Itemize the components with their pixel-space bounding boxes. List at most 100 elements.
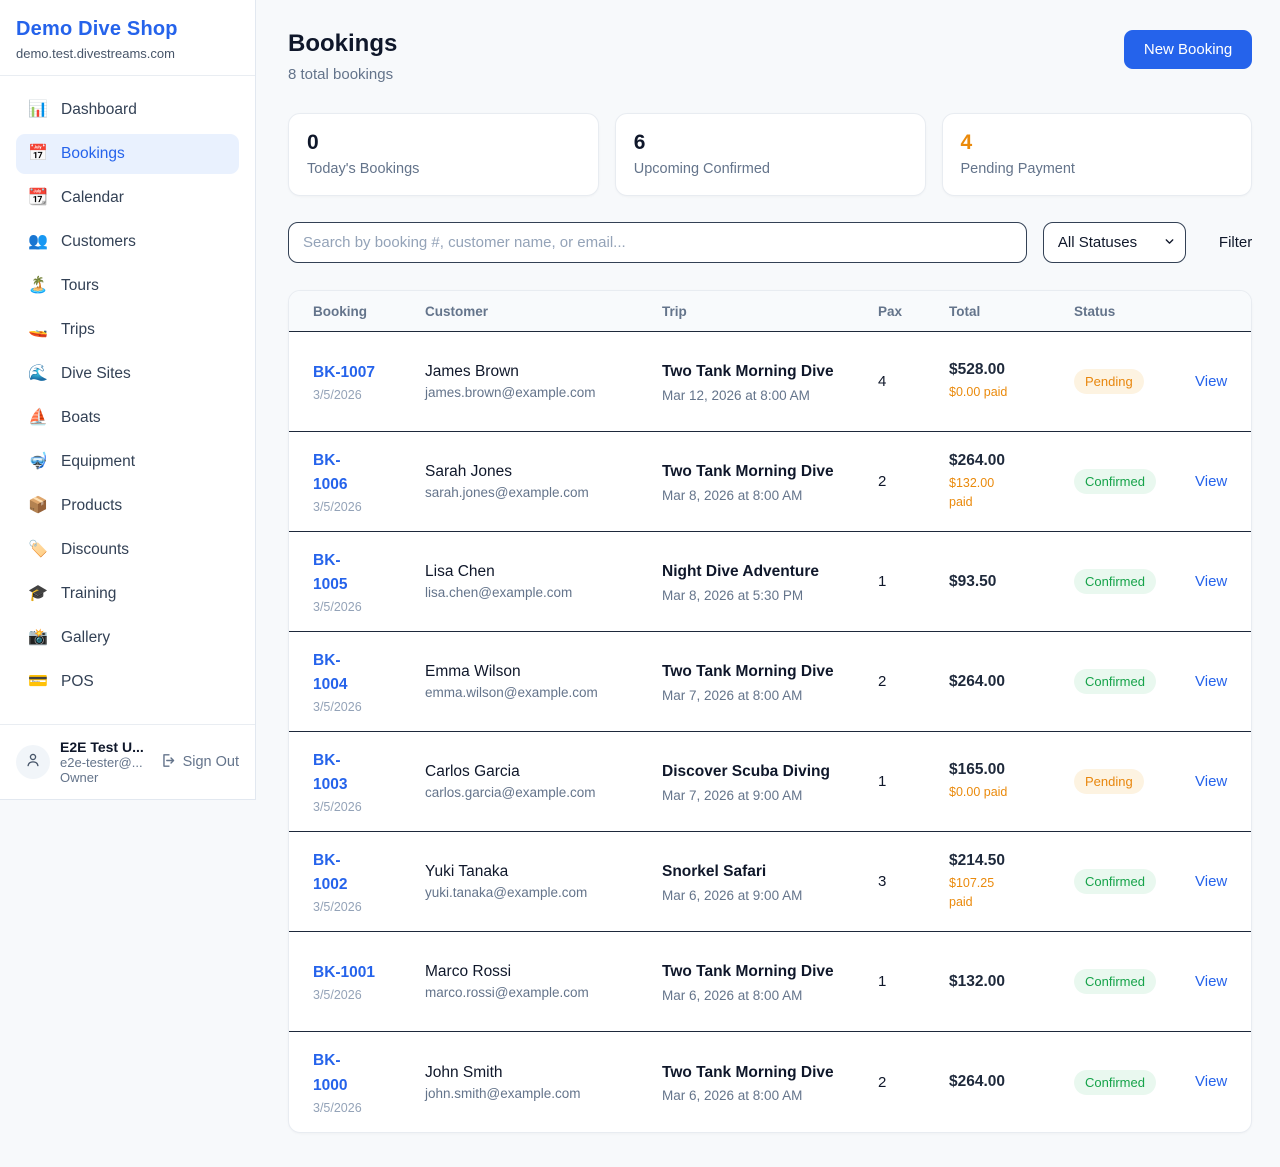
stat-card-pending-payment: 4 Pending Payment [941, 113, 1253, 196]
page-title-block: Bookings 8 total bookings [288, 30, 397, 83]
sidebar-item-tours[interactable]: 🏝️ Tours [16, 266, 239, 306]
table-row: BK- 1000 3/5/2026 John Smith john.smith@… [289, 1032, 1251, 1132]
pax-cell: 1 [878, 573, 887, 590]
booking-id-link[interactable]: BK-1007 [313, 363, 376, 381]
sidebar-item-label: Tours [61, 277, 99, 294]
sidebar-item-boats[interactable]: ⛵ Boats [16, 398, 239, 438]
sidebar-item-label: Boats [61, 409, 101, 426]
customer-email: marco.rossi@example.com [425, 985, 589, 1000]
booking-date: 3/5/2026 [313, 700, 362, 715]
status-cell: Confirmed [1074, 1069, 1195, 1095]
trip-name: Two Tank Morning Dive [662, 363, 834, 381]
booking-cell: BK-1007 3/5/2026 [313, 361, 425, 402]
customer-email: carlos.garcia@example.com [425, 785, 596, 800]
total-cell: $528.00 $0.00 paid [949, 361, 1074, 402]
booking-id-link[interactable]: BK- 1002 [313, 851, 348, 893]
total-cell: $264.00 [949, 1073, 1074, 1091]
sidebar-item-equipment[interactable]: 🤿 Equipment [16, 442, 239, 482]
table-row: BK- 1004 3/5/2026 Emma Wilson emma.wilso… [289, 632, 1252, 732]
view-link[interactable]: View [1195, 572, 1228, 590]
col-header-customer: Customer [425, 303, 489, 319]
sidebar-item-label: Products [61, 497, 123, 514]
trip-cell: Night Dive Adventure Mar 8, 2026 at 5:30… [662, 560, 878, 602]
sidebar-item-training[interactable]: 🎓 Training [16, 574, 239, 614]
boats-icon: ⛵ [28, 409, 48, 426]
total-cell: $165.00 $0.00 paid [949, 761, 1074, 802]
booking-id-link[interactable]: BK- 1005 [313, 551, 348, 593]
trip-name: Two Tank Morning Dive [662, 663, 834, 681]
actions-cell: View [1195, 1073, 1227, 1091]
sidebar-item-discounts[interactable]: 🏷️ Discounts [16, 530, 239, 570]
filter-button[interactable]: Filter [1218, 234, 1253, 251]
status-badge: Confirmed [1074, 569, 1156, 594]
view-link[interactable]: View [1195, 672, 1228, 690]
trip-name: Snorkel Safari [662, 863, 767, 881]
booking-id-link[interactable]: BK- 1003 [313, 751, 348, 793]
pax-cell: 2 [878, 473, 887, 490]
sidebar-item-dashboard[interactable]: 📊 Dashboard [16, 90, 239, 130]
sidebar-item-label: Trips [61, 321, 95, 338]
booking-date: 3/5/2026 [313, 988, 362, 1002]
status-badge: Confirmed [1074, 1069, 1156, 1095]
sidebar-item-bookings[interactable]: 📅 Bookings [16, 134, 239, 174]
booking-id-link[interactable]: BK- 1004 [313, 651, 348, 693]
trip-cell: Two Tank Morning Dive Mar 6, 2026 at 8:0… [662, 1061, 878, 1103]
view-link[interactable]: View [1195, 772, 1228, 790]
view-link[interactable]: View [1195, 872, 1228, 890]
booking-cell: BK-1001 3/5/2026 [313, 961, 425, 1002]
stat-cards: 0 Today's Bookings 6 Upcoming Confirmed … [288, 113, 1253, 196]
sidebar-item-label: Calendar [61, 189, 124, 206]
customer-cell: Lisa Chen lisa.chen@example.com [425, 563, 662, 600]
total-paid: $107.25 paid [949, 875, 995, 909]
stat-value: 0 [307, 131, 319, 154]
view-link[interactable]: View [1195, 372, 1228, 390]
trip-time: Mar 6, 2026 at 8:00 AM [662, 1088, 803, 1104]
view-link[interactable]: View [1195, 472, 1228, 490]
sidebar-item-calendar[interactable]: 📆 Calendar [16, 178, 239, 218]
actions-cell: View [1195, 573, 1227, 591]
col-header-total: Total [949, 303, 981, 319]
discounts-icon: 🏷️ [28, 541, 48, 558]
booking-id-link[interactable]: BK-1001 [313, 963, 376, 981]
brand-block: Demo Dive Shop demo.test.divestreams.com [0, 0, 255, 76]
sidebar-item-pos[interactable]: 💳 POS [16, 662, 239, 702]
status-select[interactable]: All Statuses [1042, 222, 1186, 263]
table-row: BK-1007 3/5/2026 James Brown james.brown… [289, 332, 1252, 432]
pax-cell: 4 [878, 373, 887, 390]
pax-cell: 2 [878, 1073, 887, 1091]
products-icon: 📦 [28, 497, 48, 514]
status-badge: Pending [1074, 769, 1144, 794]
sidebar-item-trips[interactable]: 🚤 Trips [16, 310, 239, 350]
view-link[interactable]: View [1195, 972, 1228, 990]
booking-date: 3/5/2026 [313, 388, 362, 402]
customer-name: Yuki Tanaka [425, 863, 509, 880]
sidebar-item-products[interactable]: 📦 Products [16, 486, 239, 526]
customer-cell: John Smith john.smith@example.com [425, 1064, 662, 1101]
search-input[interactable] [288, 222, 1027, 263]
customer-email: sarah.jones@example.com [425, 485, 589, 500]
actions-cell: View [1195, 373, 1227, 391]
sidebar-item-label: Bookings [61, 145, 125, 162]
sidebar-item-dive-sites[interactable]: 🌊 Dive Sites [16, 354, 239, 394]
booking-id-link[interactable]: BK- 1006 [313, 451, 348, 493]
pax-cell: 1 [878, 973, 887, 990]
trip-name: Two Tank Morning Dive [662, 463, 834, 481]
booking-cell: BK- 1006 3/5/2026 [313, 449, 425, 514]
view-link[interactable]: View [1195, 1073, 1228, 1090]
total-amount: $528.00 [949, 361, 1006, 379]
sidebar-item-customers[interactable]: 👥 Customers [16, 222, 239, 262]
trip-cell: Two Tank Morning Dive Mar 7, 2026 at 8:0… [662, 660, 878, 702]
sidebar-item-label: Discounts [61, 541, 130, 558]
booking-date: 3/5/2026 [313, 1100, 362, 1115]
total-cell: $214.50 $107.25 paid [949, 852, 1074, 912]
sidebar-item-gallery[interactable]: 📸 Gallery [16, 618, 239, 658]
trip-time: Mar 6, 2026 at 8:00 AM [662, 987, 803, 1003]
new-booking-button[interactable]: New Booking [1123, 30, 1253, 69]
booking-id-link[interactable]: BK- 1000 [313, 1052, 348, 1094]
stat-card-upcoming-confirmed: 6 Upcoming Confirmed [614, 113, 926, 196]
trip-name: Night Dive Adventure [662, 563, 820, 581]
stat-label: Today's Bookings [307, 161, 420, 177]
sign-out-button[interactable]: Sign Out [159, 752, 239, 773]
sidebar-item-label: Dive Sites [61, 365, 131, 382]
